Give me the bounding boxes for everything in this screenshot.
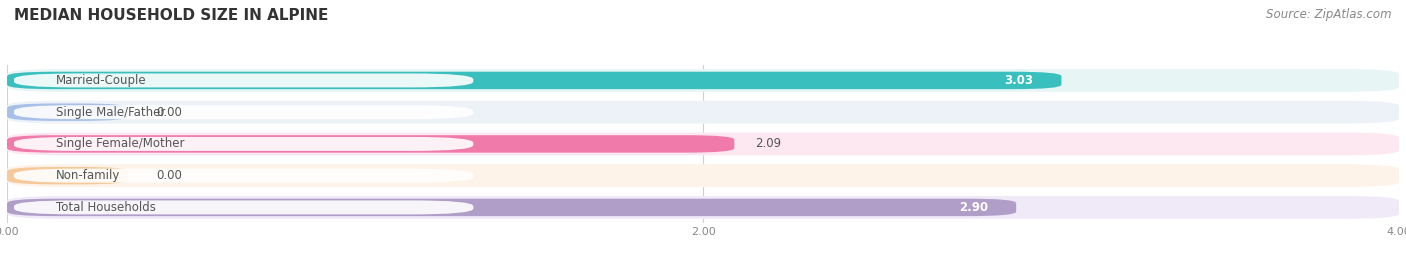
FancyBboxPatch shape <box>7 164 1399 187</box>
Text: 3.03: 3.03 <box>1004 74 1033 87</box>
Text: 0.00: 0.00 <box>156 169 183 182</box>
Text: Married-Couple: Married-Couple <box>56 74 146 87</box>
FancyBboxPatch shape <box>14 73 474 87</box>
FancyBboxPatch shape <box>14 137 474 151</box>
Text: 2.09: 2.09 <box>755 137 782 150</box>
Text: MEDIAN HOUSEHOLD SIZE IN ALPINE: MEDIAN HOUSEHOLD SIZE IN ALPINE <box>14 8 329 23</box>
FancyBboxPatch shape <box>7 133 1399 155</box>
FancyBboxPatch shape <box>7 196 1399 219</box>
FancyBboxPatch shape <box>14 200 474 214</box>
Text: Non-family: Non-family <box>56 169 120 182</box>
FancyBboxPatch shape <box>7 135 734 153</box>
Text: 2.90: 2.90 <box>959 201 988 214</box>
FancyBboxPatch shape <box>7 101 1399 123</box>
Text: Single Female/Mother: Single Female/Mother <box>56 137 184 150</box>
FancyBboxPatch shape <box>7 72 1062 89</box>
Text: 0.00: 0.00 <box>156 106 183 119</box>
FancyBboxPatch shape <box>14 105 474 119</box>
FancyBboxPatch shape <box>7 69 1399 92</box>
FancyBboxPatch shape <box>7 104 129 121</box>
Text: Single Male/Father: Single Male/Father <box>56 106 165 119</box>
FancyBboxPatch shape <box>7 199 1017 216</box>
Text: Source: ZipAtlas.com: Source: ZipAtlas.com <box>1267 8 1392 21</box>
Text: Total Households: Total Households <box>56 201 156 214</box>
FancyBboxPatch shape <box>7 167 129 184</box>
FancyBboxPatch shape <box>14 169 474 183</box>
